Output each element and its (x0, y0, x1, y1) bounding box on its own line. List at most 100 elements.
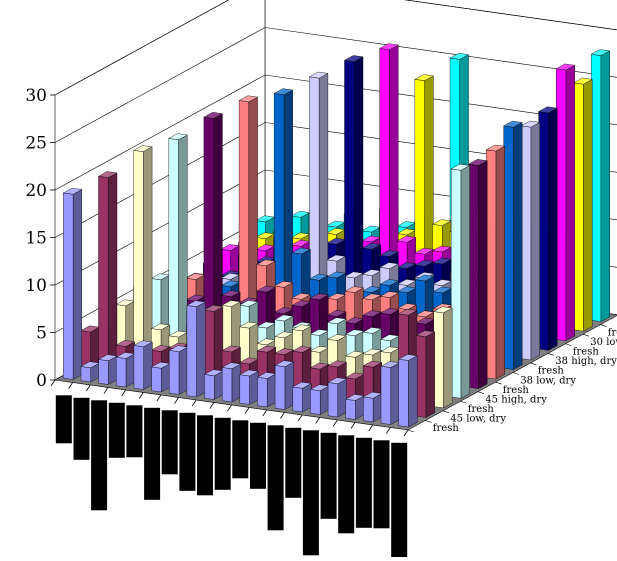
z-tick-mark-4 (477, 391, 485, 394)
x-category-label-14 (302, 430, 319, 556)
x-category-label-11 (250, 422, 266, 489)
bar-0-2 (97, 354, 118, 385)
x-category-label-4 (126, 405, 143, 458)
x-category-label-19 (391, 442, 408, 561)
z-tick-label-0: fresh (433, 423, 460, 434)
y-tick-label-2: 10 (25, 276, 47, 296)
x-category-label-18 (373, 440, 390, 529)
x-tick-mark-20 (403, 429, 409, 437)
z-tick-label-10: fresh (608, 327, 617, 338)
bar-2-2 (132, 145, 153, 366)
bar-0-4 (133, 340, 154, 390)
bar-5-19 (485, 144, 506, 380)
bar-1-1 (97, 171, 118, 373)
z-tick-label-9: 30 low, dry (590, 337, 617, 348)
z-tick-label-5: 38 low, dry (520, 375, 576, 386)
bar-0-3 (115, 352, 136, 388)
x-tick-mark-10 (227, 404, 232, 412)
x-category-label-16 (338, 435, 355, 534)
y-tick-label-1: 5 (36, 324, 47, 344)
y-tick-label-3: 15 (25, 229, 47, 249)
bar-0-13 (292, 381, 312, 413)
y-tick-label-4: 20 (25, 181, 47, 201)
x-category-label-7 (179, 412, 196, 491)
z-tick-mark-2 (442, 410, 450, 414)
z-tick-label-7: 38 high, dry (555, 356, 617, 367)
x-tick-mark-7 (174, 397, 179, 404)
bar-0-11 (256, 372, 277, 408)
bar-7-19 (520, 120, 541, 361)
x-tick-mark-5 (138, 392, 144, 399)
bar-8-19 (538, 106, 558, 351)
z-tick-label-6: fresh (538, 366, 565, 377)
z-tick-mark-3 (460, 400, 467, 404)
z-tick-mark-7 (530, 362, 537, 366)
gridline-4 (54, 74, 617, 191)
bar-0-1 (80, 361, 101, 383)
z-tick-label-8: fresh (573, 347, 600, 358)
y-tick-label-5: 25 (25, 134, 47, 154)
z-tick-mark-10 (582, 333, 590, 337)
x-tick-mark-18 (368, 424, 374, 432)
z-tick-label-2: fresh (468, 404, 495, 415)
bar-0-5 (150, 361, 171, 393)
x-tick-mark-17 (350, 422, 356, 429)
bar-0-8 (203, 369, 224, 400)
x-tick-mark-9 (209, 402, 215, 409)
bar-10-19 (573, 77, 593, 332)
bar-0-17 (362, 391, 383, 423)
bar-6-6 (273, 88, 294, 338)
x-tick-mark-8 (191, 399, 197, 407)
bar-3-19 (450, 163, 471, 399)
z-tick-mark-5 (495, 381, 502, 385)
bar-2-19 (433, 306, 453, 409)
bar-8-8 (343, 55, 364, 324)
bar-4-19 (468, 159, 488, 390)
bar-0-12 (274, 360, 295, 410)
x-category-label-1 (73, 397, 90, 460)
x-tick-mark-14 (297, 414, 303, 422)
z-tick-mark-8 (547, 353, 555, 356)
x-tick-mark-13 (280, 412, 285, 419)
z-tick-mark-9 (565, 343, 572, 347)
x-category-label-8 (197, 415, 213, 496)
x-category-label-6 (161, 410, 178, 475)
bar-0-19 (398, 354, 418, 428)
bar-0-18 (380, 361, 401, 425)
x-category-label-17 (355, 437, 372, 528)
z-tick-label-4: fresh (503, 385, 530, 396)
z-tick-mark-6 (512, 372, 520, 375)
x-tick-mark-6 (156, 394, 162, 402)
bar-0-16 (345, 394, 365, 420)
bar-0-9 (221, 362, 242, 403)
x-tick-mark-2 (85, 384, 91, 392)
bar-9-9 (379, 43, 399, 317)
bar-1-19 (415, 330, 436, 418)
gridline-6 (54, 0, 617, 96)
bar-11-19 (590, 49, 611, 322)
bar-0-14 (309, 384, 330, 415)
x-tick-mark-11 (244, 407, 250, 414)
x-tick-mark-16 (333, 419, 338, 427)
x-category-label-2 (91, 400, 108, 511)
bar-0-6 (168, 345, 189, 395)
x-category-label-0 (55, 395, 72, 444)
bar-4-4 (203, 112, 224, 352)
bar-0-0 (62, 187, 83, 380)
bar-3-3 (168, 133, 188, 359)
bar-0-15 (327, 377, 348, 418)
x-category-label-10 (232, 420, 249, 479)
x-category-label-12 (267, 425, 284, 531)
x-tick-mark-1 (68, 382, 73, 389)
bar-1-0 (80, 325, 100, 371)
x-tick-mark-19 (386, 427, 391, 434)
x-tick-mark-4 (121, 389, 126, 397)
x-tick-mark-15 (315, 417, 321, 424)
z-tick-label-3: 45 high, dry (485, 395, 547, 406)
z-tick-label-1: 45 low, dry (450, 414, 506, 425)
bar-6-19 (503, 120, 523, 370)
bar-9-19 (555, 63, 576, 342)
y-tick-label-6: 30 (25, 86, 47, 106)
